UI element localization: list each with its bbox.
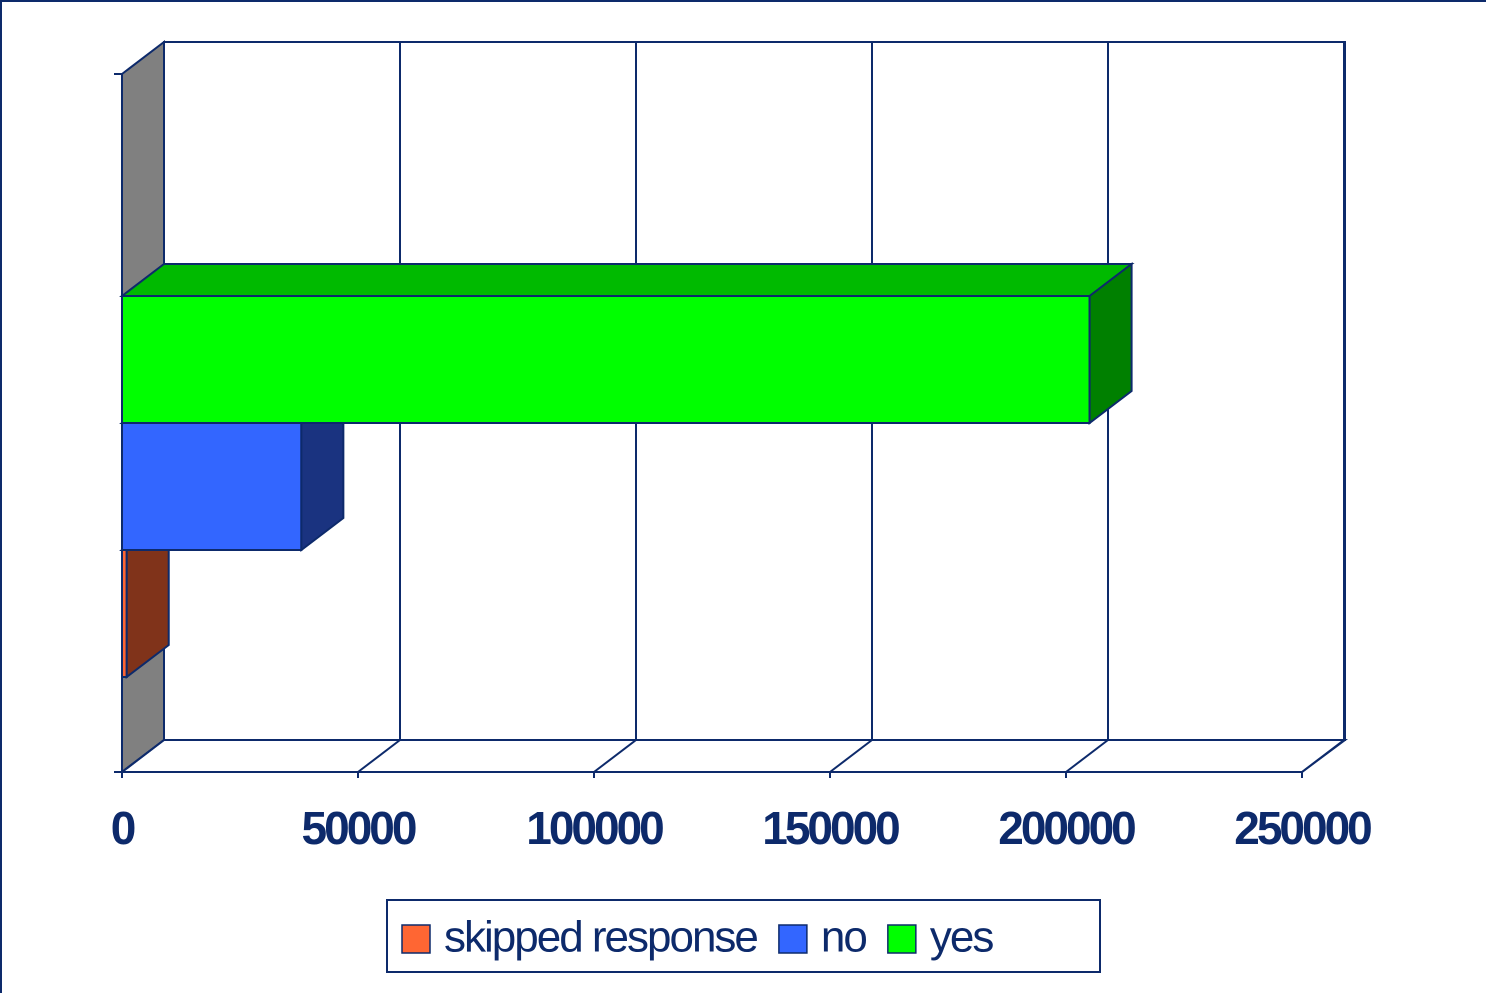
legend-label: no [821,913,866,962]
legend [386,899,1101,973]
legend-swatch [887,924,917,954]
bar-top [119,263,1135,297]
x-tick-label: 50000 [302,802,416,854]
legend-label: skipped response [444,913,757,962]
x-tick-label: 150000 [762,802,899,854]
grid-line [1065,739,1109,773]
bar-side [1088,261,1133,426]
grid-line [357,739,401,773]
x-tick-label: 100000 [526,802,663,854]
legend-swatch [401,924,431,954]
bar [121,295,1091,424]
grid-line [593,739,637,773]
legend-swatch [778,924,808,954]
bar [121,422,303,551]
grid-line [121,739,165,773]
grid-line [829,739,873,773]
legend-label: yes [930,913,993,962]
x-tick-label: 0 [111,802,135,854]
x-tick-label: 250000 [1234,802,1371,854]
x-tick-label: 200000 [998,802,1135,854]
grid-line [1301,739,1345,773]
floor [119,739,1349,773]
